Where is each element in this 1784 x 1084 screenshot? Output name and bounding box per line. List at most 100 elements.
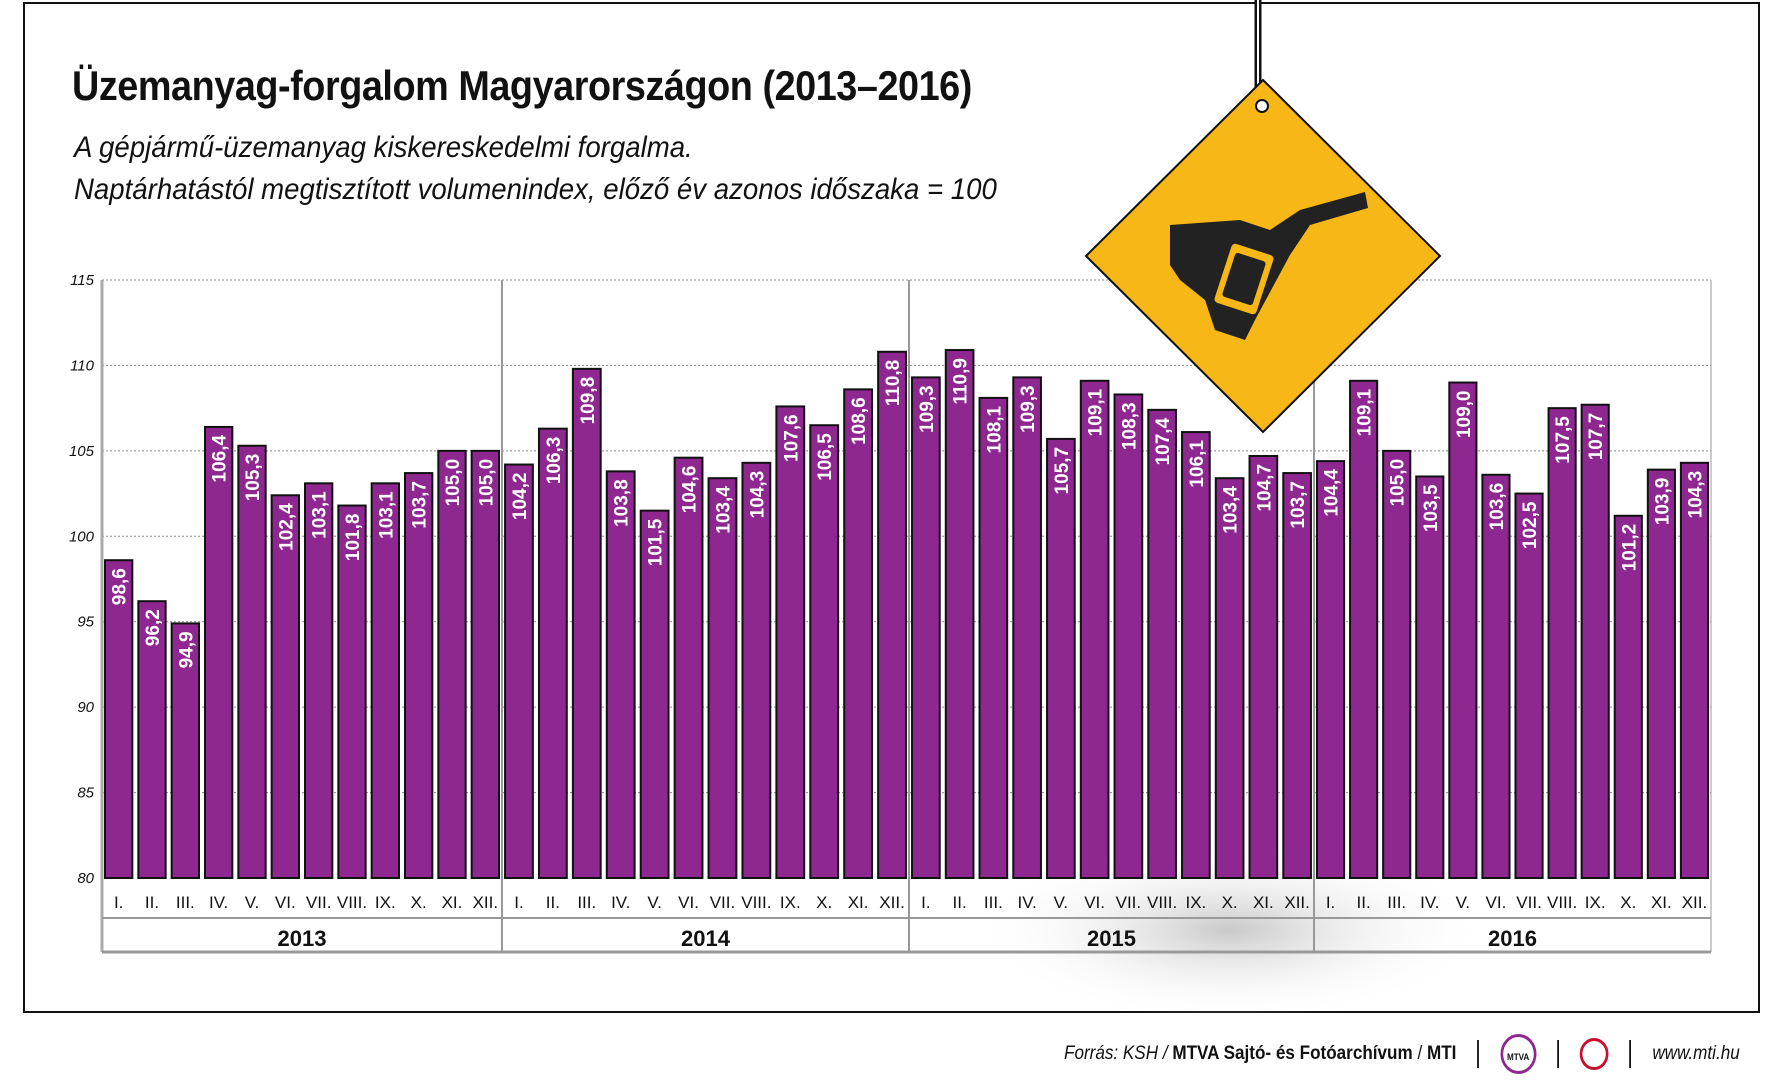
year-label: 2016	[1488, 926, 1537, 951]
month-label: XII.	[1682, 893, 1708, 912]
month-label: II.	[546, 893, 560, 912]
month-label: XII.	[1284, 893, 1310, 912]
bar	[571, 367, 602, 879]
mtva-logo: MTVA	[1500, 1034, 1537, 1074]
month-label: VI.	[275, 893, 296, 912]
bar-value-label: 110,8	[883, 360, 904, 407]
month-label: V.	[647, 893, 662, 912]
year-label: 2014	[681, 926, 731, 951]
y-tick-label: 100	[69, 528, 95, 545]
month-label: VII.	[1516, 893, 1542, 912]
source-mti: MTI	[1426, 1043, 1457, 1065]
month-label: XII.	[879, 893, 905, 912]
bar	[978, 396, 1009, 879]
mti-logo	[1579, 1038, 1609, 1070]
bar-value-label: 104,4	[1322, 469, 1343, 517]
bar	[137, 600, 167, 879]
bar-value-label: 105,3	[243, 454, 264, 502]
month-label: II.	[145, 893, 159, 912]
month-label: I.	[114, 893, 123, 912]
bar-value-label: 102,4	[276, 503, 297, 551]
month-label: VIII.	[741, 893, 771, 912]
bar	[537, 427, 568, 879]
bar-value-label: 107,6	[781, 414, 802, 462]
bar	[1646, 468, 1676, 879]
month-label: X.	[1222, 893, 1238, 912]
month-label: VI.	[1084, 893, 1105, 912]
bar	[370, 482, 400, 879]
month-label: IV.	[611, 893, 630, 912]
month-label: IX.	[1185, 893, 1206, 912]
bar-value-label: 101,5	[646, 518, 667, 566]
bar	[1113, 393, 1144, 879]
y-tick-label: 105	[69, 443, 95, 460]
month-label: I.	[1326, 893, 1335, 912]
bar	[1580, 403, 1610, 879]
bar-value-label: 101,8	[343, 514, 364, 562]
month-label: X.	[411, 893, 427, 912]
bar-value-label: 109,3	[1018, 385, 1039, 433]
bar	[404, 472, 434, 879]
month-label: VI.	[678, 893, 699, 912]
bar	[1382, 449, 1412, 879]
month-label: XI.	[1651, 893, 1672, 912]
subtitle-line-1: A gépjármű-üzemanyag kiskereskedelmi for…	[74, 131, 693, 164]
bar	[1214, 477, 1245, 879]
bar	[1012, 376, 1042, 879]
source-separator: /	[1412, 1043, 1427, 1065]
source-org: MTVA Sajtó- és Fotóarchívum	[1172, 1043, 1413, 1065]
month-label: I.	[921, 893, 930, 912]
bar-value-label: 104,6	[680, 466, 701, 514]
bar-value-label: 101,2	[1619, 524, 1640, 572]
month-label: VII.	[306, 893, 332, 912]
bar-value-label: 103,5	[1421, 484, 1442, 532]
bar-value-label: 104,3	[747, 471, 768, 519]
bar-value-label: 94,9	[176, 631, 197, 668]
bar	[1448, 381, 1478, 879]
month-label: II.	[953, 893, 967, 912]
bar	[1282, 472, 1312, 879]
bar	[237, 444, 267, 879]
bar-value-label: 108,3	[1119, 402, 1140, 450]
bar-value-label: 103,7	[410, 481, 431, 529]
bar	[1613, 514, 1643, 879]
bar-value-label: 96,2	[143, 609, 164, 646]
month-label: XI.	[442, 893, 463, 912]
month-label: V.	[1054, 893, 1069, 912]
bar-value-label: 104,7	[1254, 464, 1275, 512]
bar	[707, 477, 738, 879]
bar-value-label: 106,4	[210, 435, 231, 483]
month-label: IX.	[375, 893, 396, 912]
bar-value-label: 110,9	[951, 358, 972, 405]
y-tick-label: 85	[77, 785, 94, 802]
bar	[104, 559, 134, 879]
month-label: V.	[1456, 893, 1471, 912]
bar-value-label: 109,0	[1454, 391, 1475, 439]
bar	[605, 470, 636, 879]
month-label: XI.	[1253, 893, 1274, 912]
chart-frame	[23, 2, 1760, 1013]
bar-value-label: 109,3	[917, 385, 938, 433]
bar-value-label: 103,1	[310, 491, 331, 539]
bar	[504, 463, 534, 879]
month-label: IV.	[209, 893, 228, 912]
month-label: VII.	[710, 893, 736, 912]
month-label: X.	[816, 893, 832, 912]
bar-value-label: 107,7	[1586, 413, 1607, 461]
fuel-pump-nozzle-icon	[1170, 192, 1368, 340]
y-tick-label: 115	[70, 272, 95, 289]
bar	[437, 449, 467, 879]
bar-value-label: 108,1	[984, 405, 1005, 453]
month-label: VI.	[1486, 893, 1507, 912]
bar	[1349, 379, 1379, 879]
divider	[1477, 1040, 1480, 1068]
divider	[1557, 1040, 1559, 1068]
bar	[877, 350, 907, 879]
bar-value-label: 109,1	[1086, 388, 1107, 436]
bar	[843, 388, 874, 879]
bar-value-label: 103,7	[1288, 481, 1309, 529]
month-label: I.	[514, 893, 523, 912]
bar	[1514, 492, 1544, 879]
month-label: IX.	[1585, 893, 1606, 912]
